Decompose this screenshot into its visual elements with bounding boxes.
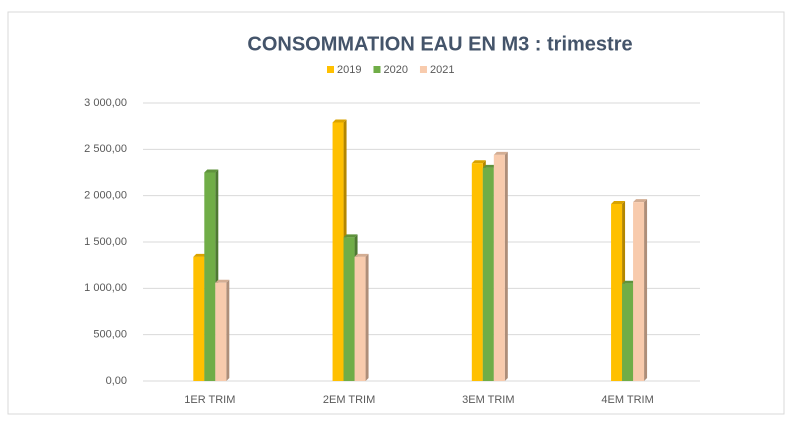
bar-top (471, 160, 486, 164)
x-tick-label: 3EM TRIM (462, 394, 514, 406)
bar-top (633, 199, 648, 203)
bar-top (215, 279, 230, 283)
y-tick-label: 2 000,00 (84, 190, 127, 202)
bar (633, 202, 645, 381)
y-tick-label: 3 000,00 (84, 97, 127, 109)
bar (215, 282, 227, 381)
bar (622, 283, 634, 381)
bar-top (482, 164, 497, 168)
y-tick-label: 2 500,00 (84, 143, 127, 155)
y-tick-label: 1 000,00 (84, 282, 127, 294)
bar (471, 163, 483, 381)
legend-swatch (327, 66, 334, 73)
bar-side (644, 199, 648, 381)
bar-top (493, 151, 508, 155)
bar-side (504, 151, 508, 381)
chart-frame (7, 11, 785, 415)
legend-label: 2019 (337, 64, 361, 76)
legend-swatch (419, 66, 427, 73)
x-tick-label: 2EM TRIM (323, 394, 375, 406)
bar-top (622, 280, 637, 284)
bar-top (332, 119, 347, 123)
bar (193, 256, 205, 381)
bar (332, 122, 344, 382)
bar-top (611, 201, 626, 205)
legend-label: 2020 (383, 64, 407, 76)
x-tick-label: 4EM TRIM (601, 394, 653, 406)
bar-top (343, 234, 358, 238)
y-tick-label: 0,00 (106, 375, 127, 387)
y-tick-label: 1 500,00 (84, 236, 127, 248)
bar-top (193, 253, 208, 257)
x-tick-label: 1ER TRIM (184, 394, 235, 406)
bar-top (204, 169, 219, 173)
bar (482, 167, 494, 381)
bar-top (354, 253, 369, 257)
bar (354, 256, 366, 381)
bar (493, 154, 505, 381)
bar-side (365, 253, 369, 381)
bar (343, 237, 355, 381)
chart-title: CONSOMMATION EAU EN M3 : trimestre (247, 33, 632, 55)
legend-swatch (373, 66, 381, 73)
legend-label: 2021 (430, 64, 454, 76)
bar (204, 172, 216, 381)
bar (611, 204, 623, 381)
bar-side (226, 279, 230, 381)
y-tick-label: 500,00 (93, 329, 127, 341)
